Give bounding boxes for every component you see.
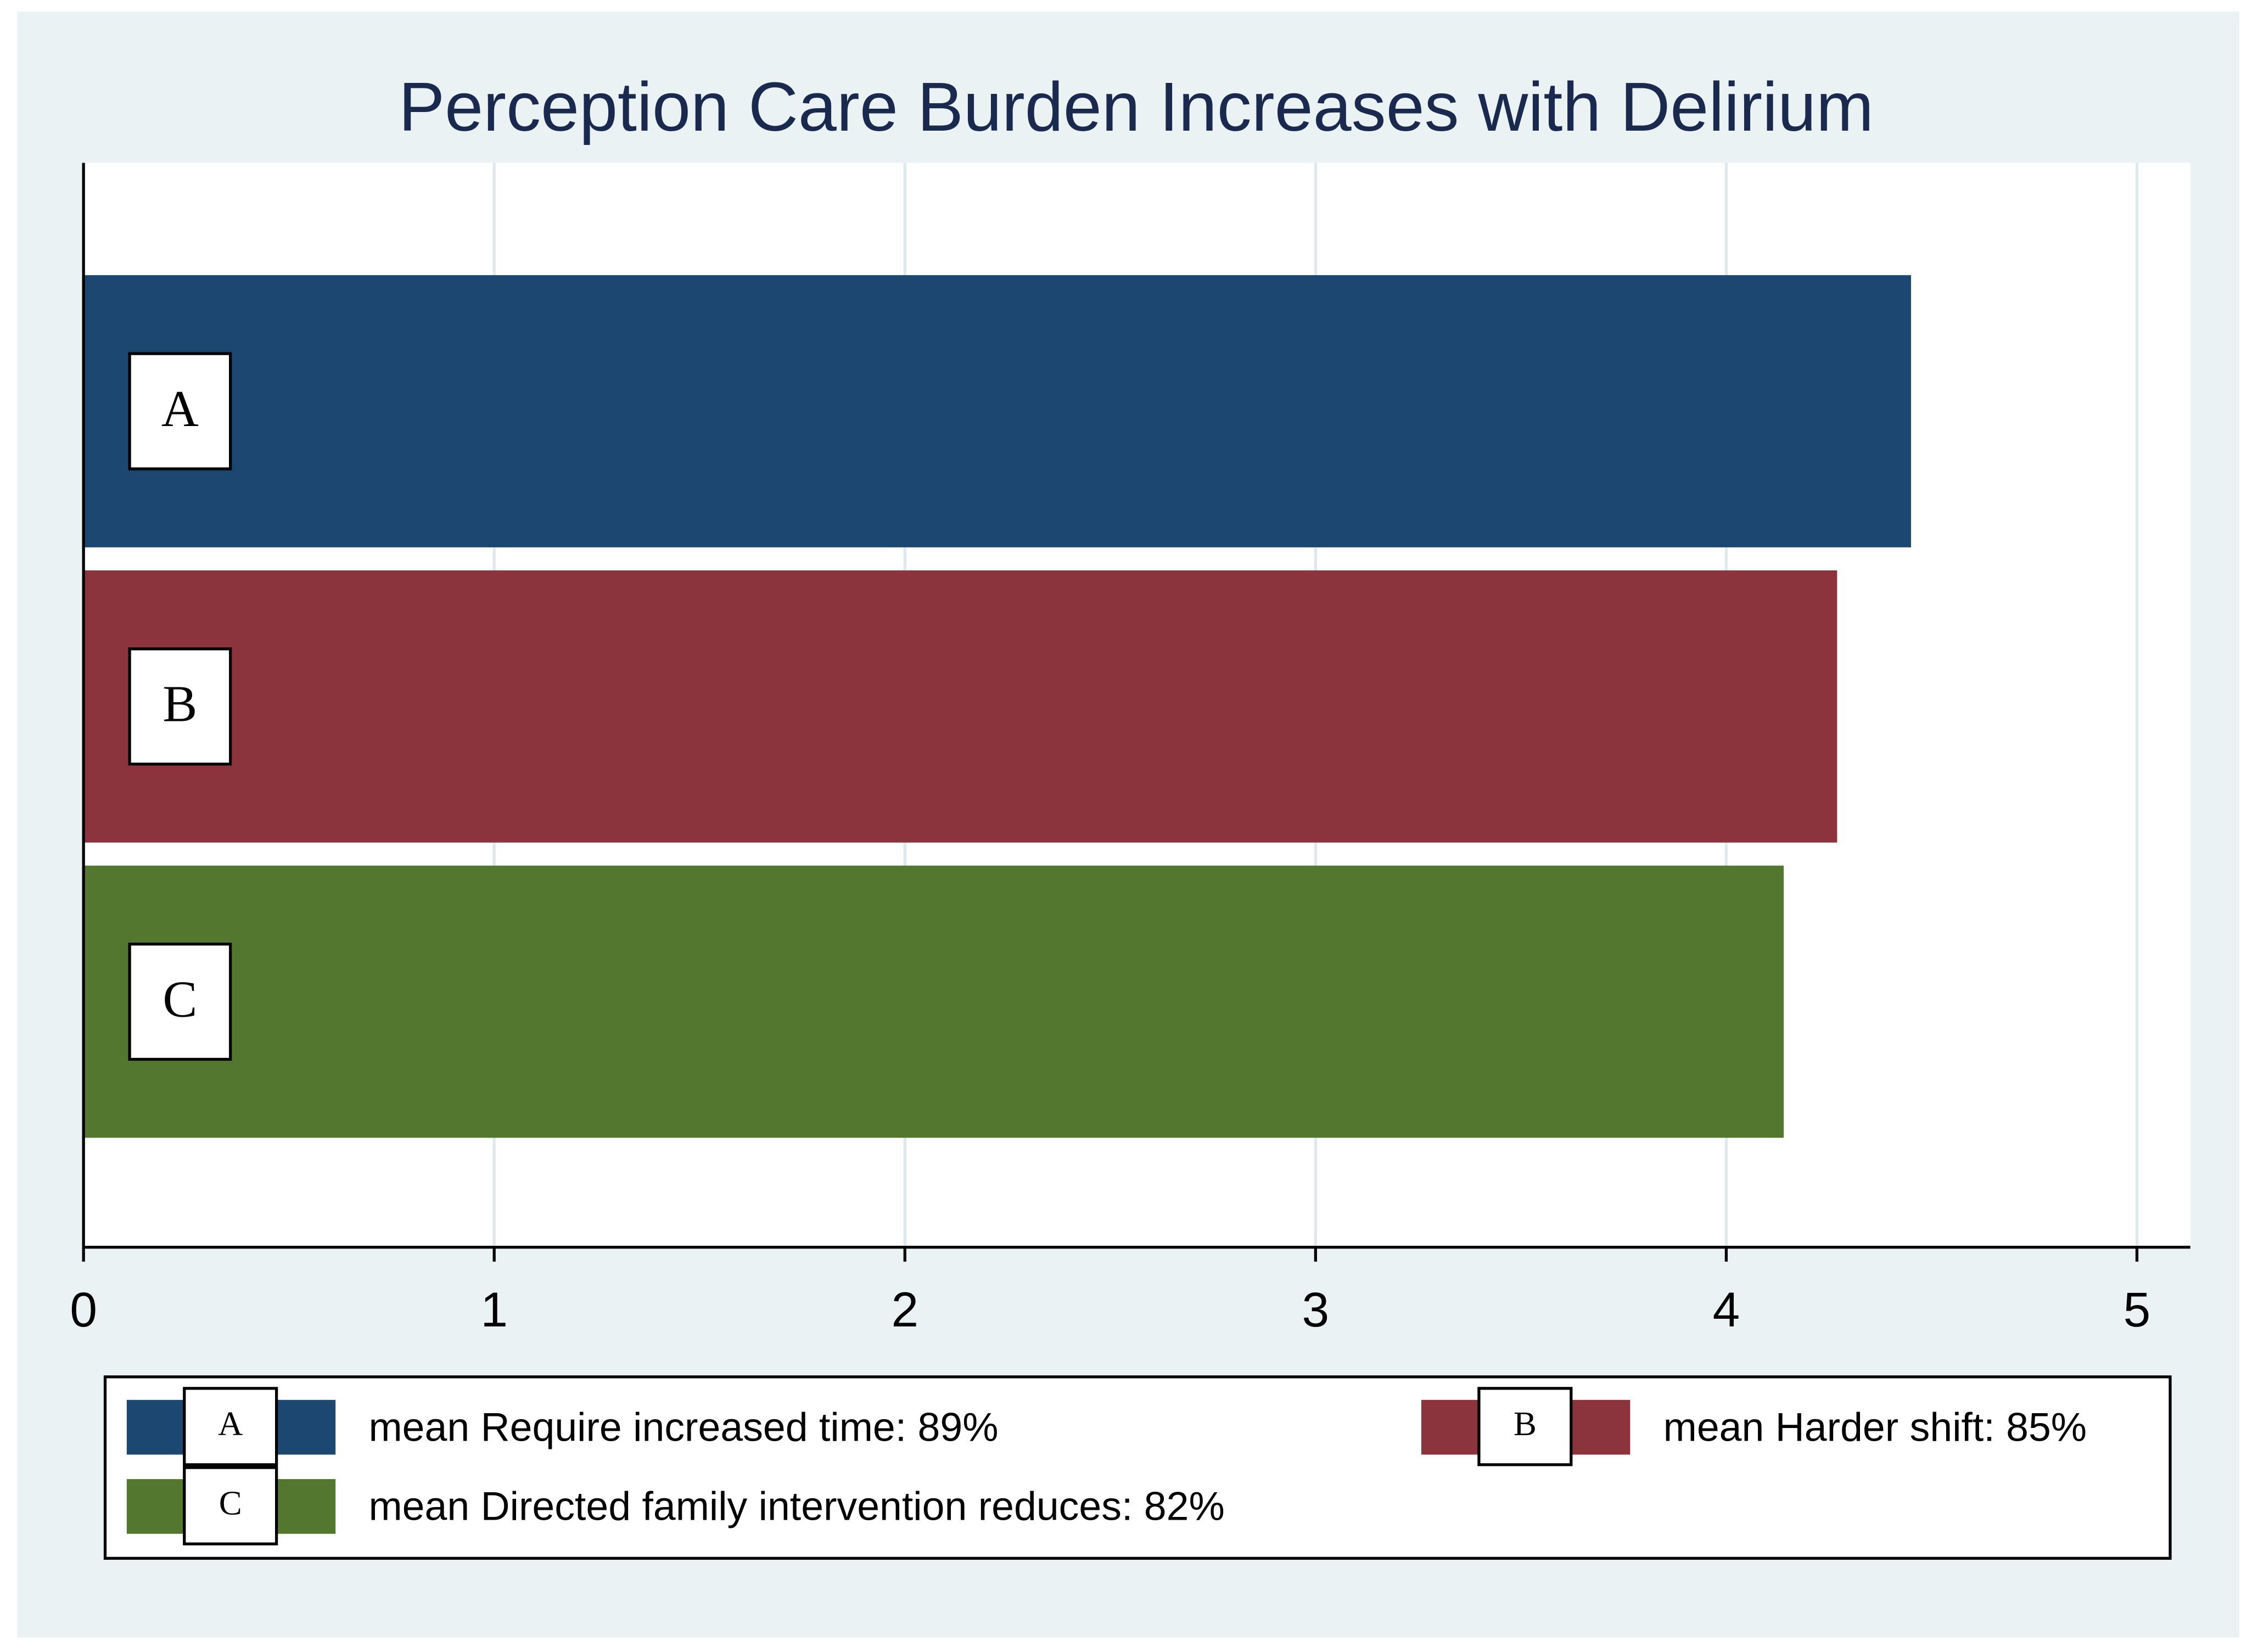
legend-label-box — [183, 1387, 278, 1466]
legend-label: C — [219, 1483, 242, 1522]
legend-label-box — [1477, 1387, 1573, 1466]
legend-label: A — [218, 1404, 243, 1443]
legend-label-box — [183, 1466, 278, 1545]
bar — [83, 570, 1837, 843]
bar-label: C — [163, 971, 197, 1028]
bar-label: A — [161, 380, 199, 438]
bar-label-box — [128, 352, 232, 471]
x-axis: 0 1 2 3 4 5 — [70, 1247, 2150, 1337]
x-tick-label: 0 — [70, 1282, 97, 1337]
bar-label-box — [128, 942, 232, 1061]
x-tick-label: 4 — [1713, 1282, 1740, 1337]
bars: A B C — [83, 275, 1912, 1138]
chart-title: Perception Care Burden Increases with De… — [399, 68, 1874, 145]
bar — [83, 275, 1912, 547]
legend-text: mean Directed family intervention reduce… — [369, 1484, 1225, 1529]
bar — [83, 865, 1784, 1138]
legend-text: mean Harder shift: 85% — [1663, 1404, 2087, 1449]
x-tick-label: 2 — [891, 1282, 918, 1337]
legend — [103, 1375, 2172, 1560]
bar-label-box — [128, 647, 232, 766]
x-tick-label: 1 — [480, 1282, 508, 1337]
legend-text: mean Require increased time: 89% — [369, 1404, 999, 1449]
bar-label: B — [163, 676, 197, 733]
x-tick-label: 3 — [1302, 1282, 1330, 1337]
legend-label: B — [1514, 1404, 1537, 1443]
x-tick-label: 5 — [2123, 1282, 2151, 1337]
